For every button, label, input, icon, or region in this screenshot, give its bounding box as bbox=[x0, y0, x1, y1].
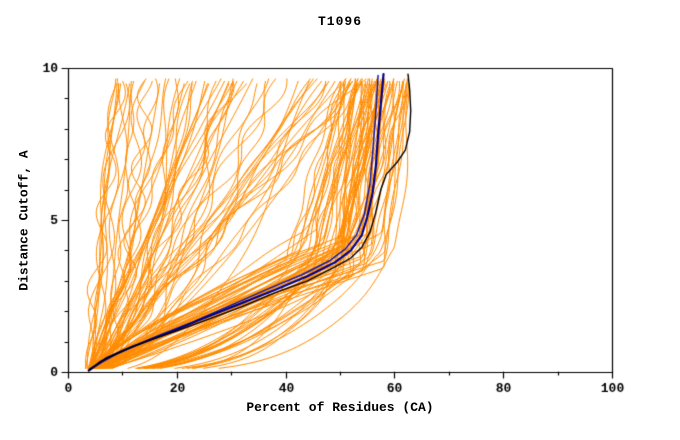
chart-title: T1096 bbox=[317, 14, 362, 29]
y-axis-label: Distance Cutoff, A bbox=[16, 150, 32, 291]
x-axis-label: Percent of Residues (CA) bbox=[246, 400, 434, 415]
